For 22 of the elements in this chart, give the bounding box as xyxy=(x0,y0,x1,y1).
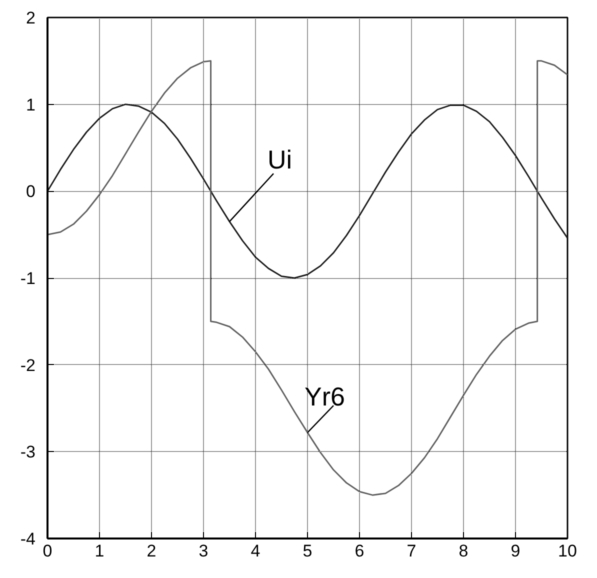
x-tick-label: 7 xyxy=(406,542,416,560)
x-tick-label: 5 xyxy=(302,542,312,560)
x-tick-label: 2 xyxy=(146,542,156,560)
y-tick-label: -2 xyxy=(20,356,36,375)
series-label: Yr6 xyxy=(304,382,345,412)
line-series xyxy=(48,60,568,496)
y-tick-label: -4 xyxy=(20,530,36,548)
text: Ui xyxy=(268,144,292,175)
y-tick-label: 2 xyxy=(26,8,36,28)
x-tick-label: 9 xyxy=(510,542,520,560)
y-tick-label: 0 xyxy=(26,182,36,202)
y-tick-label: -1 xyxy=(20,269,36,288)
y-tick-label: 1 xyxy=(26,95,36,114)
x-tick-label: 1 xyxy=(94,542,104,560)
x-tick-label: 10 xyxy=(558,542,577,560)
x-tick-label: 6 xyxy=(354,542,364,560)
y-tick-label: -3 xyxy=(20,442,36,462)
line-series xyxy=(48,104,568,279)
x-tick-label: 4 xyxy=(250,542,260,560)
x-tick-label: 8 xyxy=(458,542,468,560)
x-tick-label: 0 xyxy=(42,542,52,560)
x-tick-label: 3 xyxy=(198,542,208,560)
